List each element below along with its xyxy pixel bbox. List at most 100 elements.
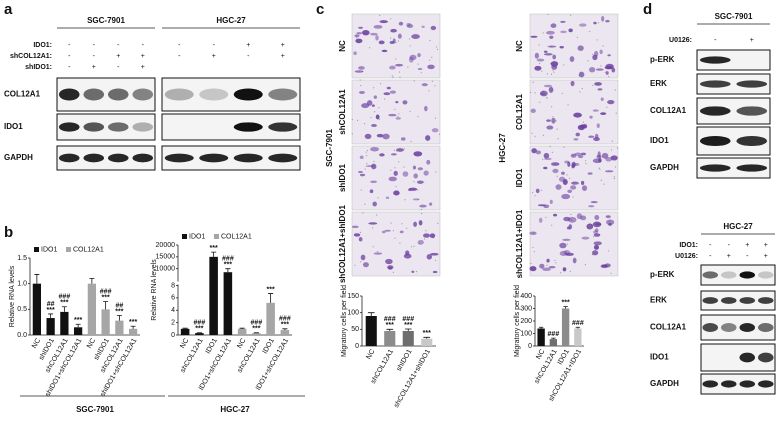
cell: [592, 250, 599, 256]
pore: [534, 135, 536, 137]
pore: [603, 183, 605, 185]
pore: [542, 32, 544, 34]
sign: -: [709, 242, 712, 249]
bar: [46, 318, 55, 335]
cell: [565, 252, 574, 256]
pore: [608, 220, 611, 222]
pore: [555, 262, 557, 264]
cell: [577, 45, 584, 51]
cell: [592, 54, 598, 61]
pore: [378, 118, 380, 120]
pore: [546, 73, 548, 75]
sign: -: [68, 42, 71, 49]
pore: [354, 264, 356, 266]
pore: [390, 169, 392, 171]
pore: [613, 176, 615, 178]
blot-band: [107, 122, 129, 132]
cell-line-label: HGC-27: [498, 133, 507, 163]
blot-band: [199, 88, 229, 101]
pore: [423, 238, 426, 240]
pore: [438, 133, 441, 135]
bar: [101, 309, 110, 335]
pore: [434, 117, 437, 119]
cell: [607, 54, 611, 57]
cell: [552, 54, 557, 60]
cell: [573, 138, 579, 141]
image-label: NC: [515, 40, 524, 52]
y-tick-label: 6: [171, 295, 175, 302]
error-bar: [48, 313, 54, 319]
cell: [386, 86, 391, 90]
blot-band: [720, 297, 737, 304]
sign: +: [764, 242, 768, 249]
cell-line-title: SGC-7901: [715, 12, 753, 21]
panel-label: d: [643, 1, 652, 18]
image-label: COL12A1: [515, 93, 524, 130]
cell: [393, 170, 398, 176]
pore: [429, 59, 431, 61]
pore: [403, 148, 405, 150]
condition-label: U0126:: [675, 253, 698, 260]
cell: [395, 101, 399, 104]
cell: [365, 165, 375, 168]
pore: [384, 98, 386, 100]
cell: [390, 28, 397, 33]
cell: [373, 252, 383, 255]
significance: ###: [251, 320, 263, 327]
pore: [568, 177, 571, 179]
bar: [87, 283, 96, 335]
pore: [415, 271, 418, 273]
cell: [361, 103, 370, 109]
cell: [426, 254, 433, 260]
x-tick-label: NC: [86, 337, 97, 349]
micrograph: [351, 79, 441, 145]
sign: +: [92, 64, 96, 71]
pore: [539, 101, 541, 103]
pore: [394, 108, 396, 110]
pore: [545, 216, 547, 218]
pore: [396, 150, 398, 152]
cell: [546, 30, 555, 35]
significance: ###: [194, 320, 206, 327]
y-tick-label: 4: [171, 307, 175, 314]
cell: [378, 40, 385, 45]
significance: ***: [60, 300, 68, 307]
pore: [598, 167, 600, 169]
cell: [546, 258, 550, 263]
cell: [375, 35, 379, 41]
pore: [361, 175, 363, 177]
significance: ***: [47, 307, 55, 314]
y-tick-label: 0: [171, 332, 175, 339]
cell: [592, 109, 599, 112]
pore: [615, 112, 617, 114]
pore: [399, 76, 401, 78]
pore: [563, 146, 565, 148]
pore: [570, 219, 573, 221]
x-tick-label: shIDO1: [396, 348, 414, 372]
cell: [417, 167, 424, 171]
cell: [417, 53, 421, 58]
cell: [430, 252, 439, 256]
protein-label: GAPDH: [650, 379, 679, 388]
cell: [559, 46, 564, 49]
blot-band: [83, 122, 105, 132]
cell: [561, 193, 571, 200]
cell-line-label: SGC-7901: [76, 405, 114, 414]
cell: [593, 233, 601, 237]
cell: [562, 238, 571, 241]
blot-band: [107, 88, 129, 101]
cell: [372, 201, 377, 207]
cell: [413, 173, 418, 179]
cell: [371, 124, 377, 127]
image-label: IDO1: [515, 168, 524, 187]
bar: [266, 302, 275, 335]
cell: [427, 64, 435, 70]
pore: [392, 76, 394, 78]
blot-band: [720, 380, 737, 388]
bar: [561, 308, 570, 346]
blot-band: [739, 352, 756, 363]
pore: [413, 80, 415, 82]
x-tick-label: NC: [535, 348, 546, 360]
cell: [611, 67, 616, 73]
cell: [543, 204, 550, 209]
